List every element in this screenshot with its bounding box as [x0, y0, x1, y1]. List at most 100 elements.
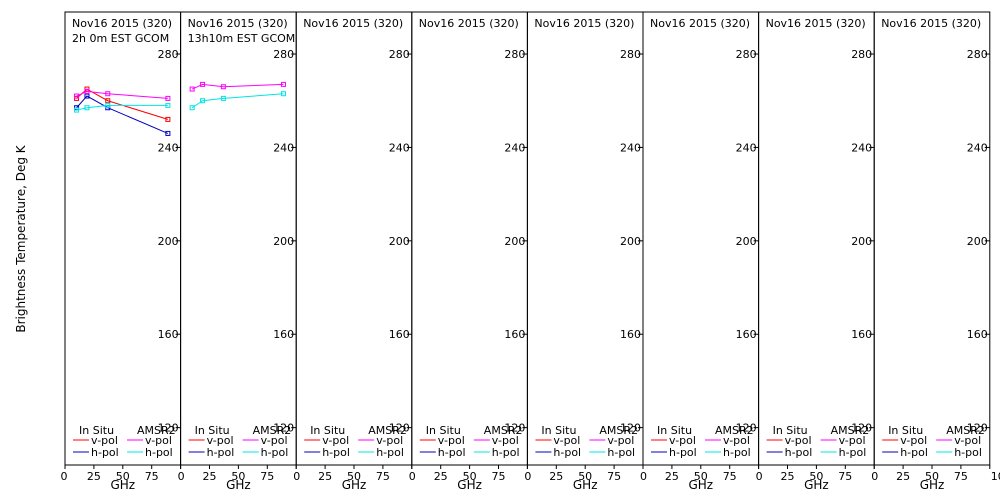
- legend-insitu-header: In Situ: [541, 424, 576, 437]
- panel-subtitle: 2h 0m EST GCOM: [72, 32, 169, 45]
- y-tick-label: 280: [967, 48, 988, 61]
- x-tick-label: 50: [231, 470, 245, 483]
- legend-insitu-vpol: v-pol: [553, 434, 580, 447]
- panel-title: Nov16 2015 (320): [72, 17, 172, 30]
- data-point: [220, 84, 226, 90]
- series-line-0: [76, 88, 169, 120]
- x-axis-label: GHz: [804, 478, 829, 492]
- legend-insitu-hpol: h-pol: [91, 446, 119, 459]
- legend-insitu-vpol: v-pol: [322, 434, 349, 447]
- series-line-1: [191, 93, 284, 109]
- legend-insitu-hpol: h-pol: [553, 446, 581, 459]
- y-tick-label: 200: [967, 235, 988, 248]
- panel-5: Nov16 2015 (320) 120 160 200 240 280 0 25 50 75 GH…: [524, 11, 644, 492]
- y-tick-label: 120: [389, 422, 410, 435]
- y-tick-label: 120: [504, 422, 525, 435]
- legend-amsr2-header: AMSR2: [715, 424, 754, 437]
- data-point: [84, 93, 90, 99]
- y-tick-label: 120: [620, 422, 641, 435]
- y-axis-label: Brightness Temperature, Deg K: [14, 144, 28, 332]
- panel-4: Nov16 2015 (320) 120 160 200 240 280 0 25 50 75 GH…: [409, 11, 528, 492]
- y-tick-label: 280: [736, 48, 757, 61]
- x-axis-label: GHz: [920, 478, 945, 492]
- legend-insitu-header: In Situ: [79, 424, 114, 437]
- x-tick-label: 75: [607, 470, 621, 483]
- panel-1: Nov16 2015 (320) 2h 0m EST GCOM 120 160 200 2…: [61, 11, 182, 492]
- legend-insitu-vpol: v-pol: [91, 434, 118, 447]
- y-tick-label: 120: [736, 422, 757, 435]
- panel-title: Nov16 2015 (320): [534, 17, 634, 30]
- y-tick-label: 200: [504, 235, 525, 248]
- y-tick-label: 160: [620, 328, 641, 341]
- y-tick-label: 240: [389, 141, 410, 154]
- legend-insitu-header: In Situ: [426, 424, 461, 437]
- x-tick-label: 25: [665, 470, 679, 483]
- legend-insitu-hpol: h-pol: [207, 446, 235, 459]
- series-line-1: [76, 95, 169, 134]
- y-tick-label: 240: [967, 141, 988, 154]
- x-tick-label: 0: [293, 470, 300, 483]
- x-tick-label: 25: [318, 470, 332, 483]
- legend-amsr2-hpol: h-pol: [723, 446, 751, 459]
- y-tick-label: 200: [620, 235, 641, 248]
- panel-title: Nov16 2015 (320): [188, 17, 288, 30]
- data-point: [189, 86, 195, 92]
- legend-insitu-header: In Situ: [195, 424, 230, 437]
- x-tick-label: 50: [694, 470, 708, 483]
- legend-amsr2-hpol: h-pol: [376, 446, 404, 459]
- data-point: [220, 95, 226, 101]
- x-tick-label: 0: [871, 470, 878, 483]
- data-point: [165, 116, 171, 122]
- y-tick-label: 120: [158, 422, 179, 435]
- y-tick-label: 160: [273, 328, 294, 341]
- x-tick-label: 25: [896, 470, 910, 483]
- x-tick-label: 75: [145, 470, 159, 483]
- y-tick-label: 280: [504, 48, 525, 61]
- y-tick-label: 200: [736, 235, 757, 248]
- x-tick-label: 25: [781, 470, 795, 483]
- panel-8: Nov16 2015 (320) 120 160 200 240 280 0 25 50 75 10…: [871, 11, 1000, 492]
- x-tick-label: 25: [203, 470, 217, 483]
- legend-insitu-header: In Situ: [888, 424, 923, 437]
- x-tick-label: 75: [492, 470, 506, 483]
- data-point: [105, 102, 111, 108]
- legend-insitu-hpol: h-pol: [438, 446, 466, 459]
- legend-amsr2-vpol: v-pol: [261, 434, 288, 447]
- panel-2: Nov16 2015 (320) 13h10m EST GCOM 120 160 200…: [178, 11, 297, 492]
- x-tick-label: 50: [925, 470, 939, 483]
- legend-amsr2-header: AMSR2: [599, 424, 638, 437]
- panel-title: Nov16 2015 (320): [419, 17, 519, 30]
- x-tick-label: 50: [347, 470, 361, 483]
- x-tick-label: 75: [376, 470, 390, 483]
- x-tick-label: 0: [178, 470, 185, 483]
- y-tick-label: 240: [504, 141, 525, 154]
- y-tick-label: 240: [736, 141, 757, 154]
- legend-amsr2-vpol: v-pol: [145, 434, 172, 447]
- legend-insitu-header: In Situ: [310, 424, 345, 437]
- legend-amsr2-hpol: h-pol: [261, 446, 289, 459]
- x-tick-label: 0: [409, 470, 416, 483]
- x-axis-label: GHz: [457, 478, 482, 492]
- y-tick-label: 120: [851, 422, 872, 435]
- y-tick-label: 200: [389, 235, 410, 248]
- panel-title: Nov16 2015 (320): [303, 17, 403, 30]
- x-axis-label: GHz: [573, 478, 598, 492]
- legend-insitu-hpol: h-pol: [669, 446, 697, 459]
- legend-insitu-header: In Situ: [657, 424, 692, 437]
- legend-amsr2-hpol: h-pol: [607, 446, 635, 459]
- y-tick-label: 280: [389, 48, 410, 61]
- data-point: [84, 88, 90, 94]
- legend-amsr2-vpol: v-pol: [376, 434, 403, 447]
- y-tick-label: 240: [158, 141, 179, 154]
- x-axis-label: GHz: [342, 478, 367, 492]
- y-tick-label: 200: [851, 235, 872, 248]
- data-point: [165, 130, 171, 136]
- panel-7: Nov16 2015 (320) 120 160 200 240 280 0 25 50 75 GH…: [756, 11, 875, 492]
- data-point: [280, 81, 286, 87]
- data-point: [165, 102, 171, 108]
- y-tick-label: 280: [273, 48, 294, 61]
- legend-insitu-hpol: h-pol: [900, 446, 928, 459]
- legend-amsr2-vpol: v-pol: [723, 434, 750, 447]
- x-tick-label: 50: [463, 470, 477, 483]
- chart-panels: Nov16 2015 (320) 2h 0m EST GCOM 120 160 200 2…: [61, 11, 1000, 492]
